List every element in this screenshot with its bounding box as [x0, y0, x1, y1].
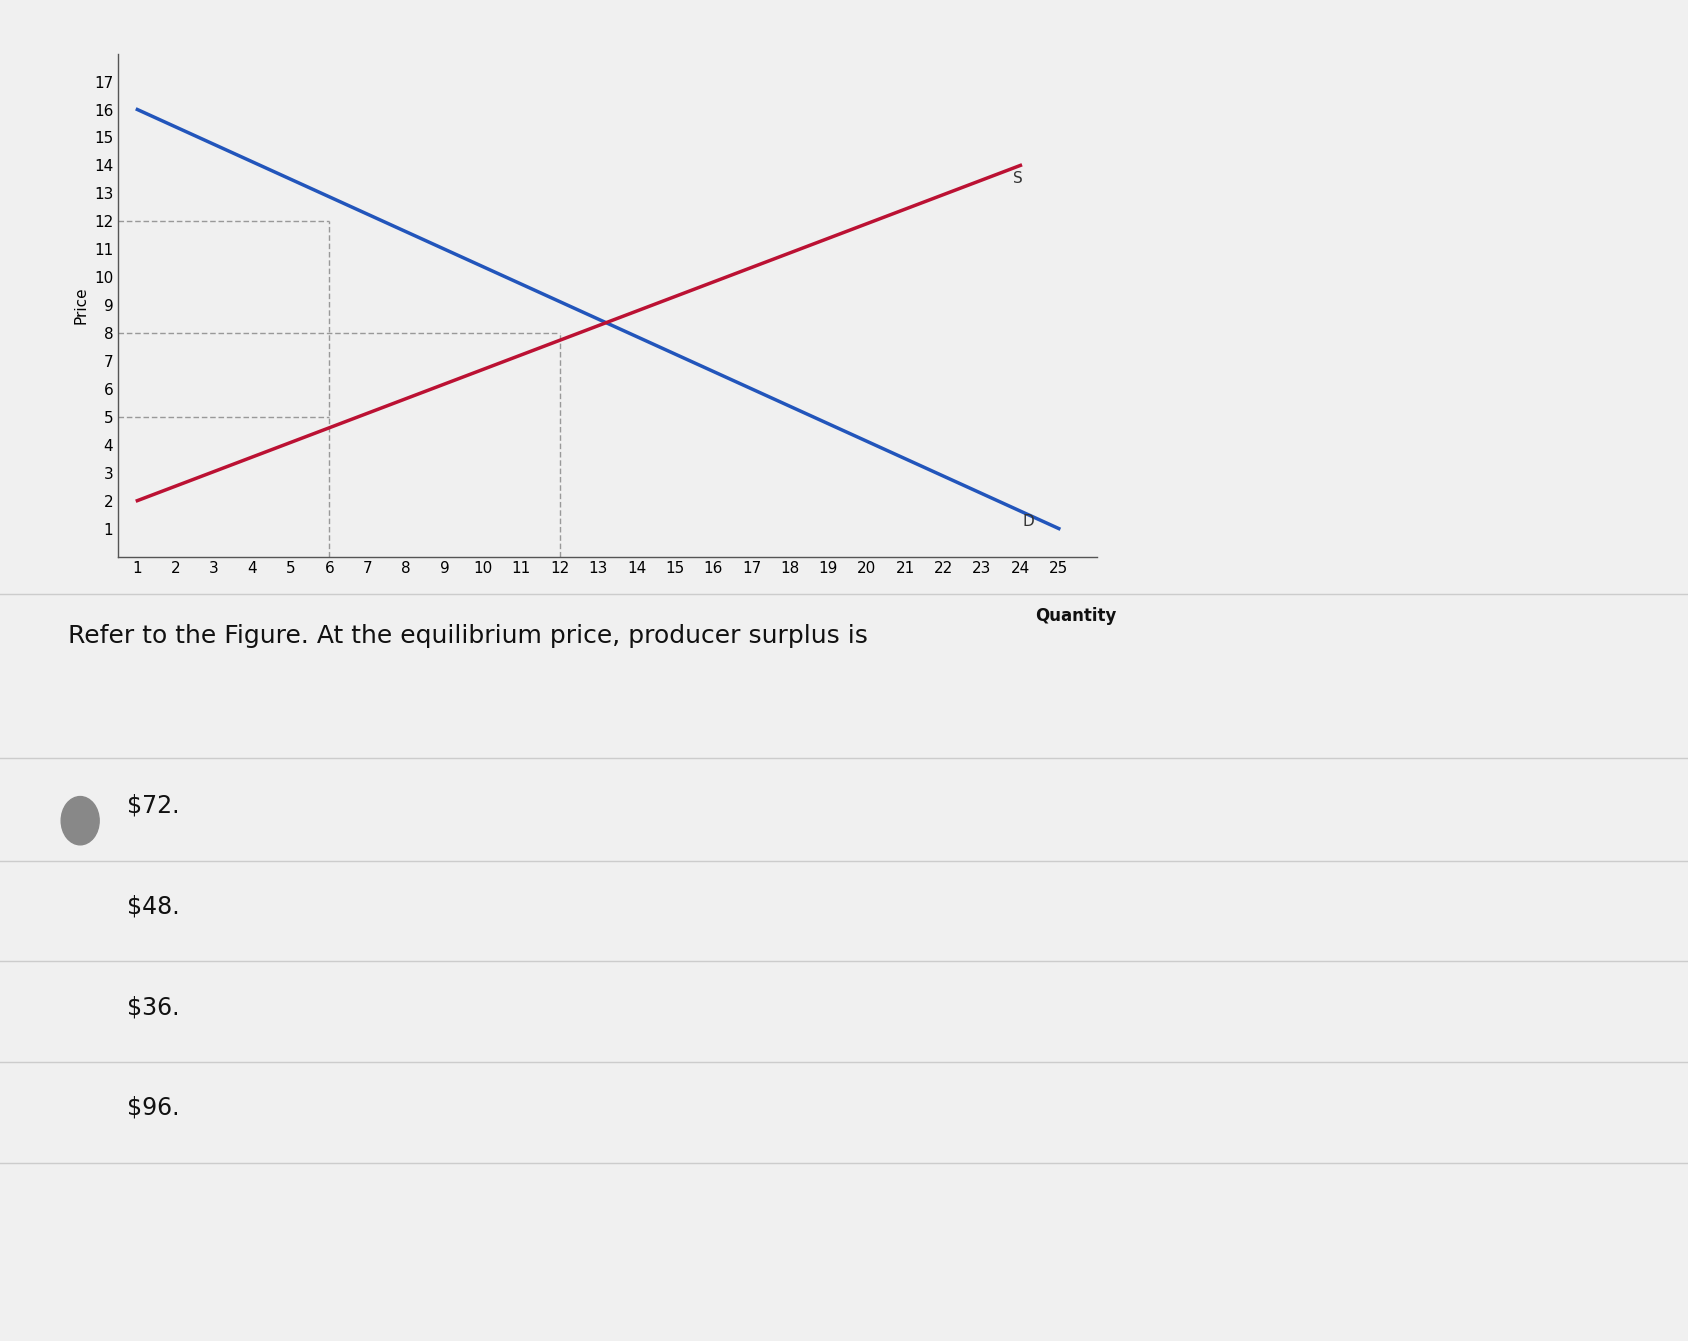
- Text: $96.: $96.: [127, 1096, 179, 1120]
- Y-axis label: Price: Price: [73, 286, 88, 325]
- Text: $48.: $48.: [127, 894, 179, 919]
- Text: D: D: [1023, 514, 1035, 528]
- Circle shape: [61, 797, 100, 845]
- Text: $72.: $72.: [127, 794, 179, 818]
- Text: S: S: [1013, 172, 1023, 186]
- Text: $36.: $36.: [127, 995, 179, 1019]
- Text: Quantity: Quantity: [1035, 607, 1116, 625]
- Text: Refer to the Figure. At the equilibrium price, producer surplus is: Refer to the Figure. At the equilibrium …: [68, 624, 868, 648]
